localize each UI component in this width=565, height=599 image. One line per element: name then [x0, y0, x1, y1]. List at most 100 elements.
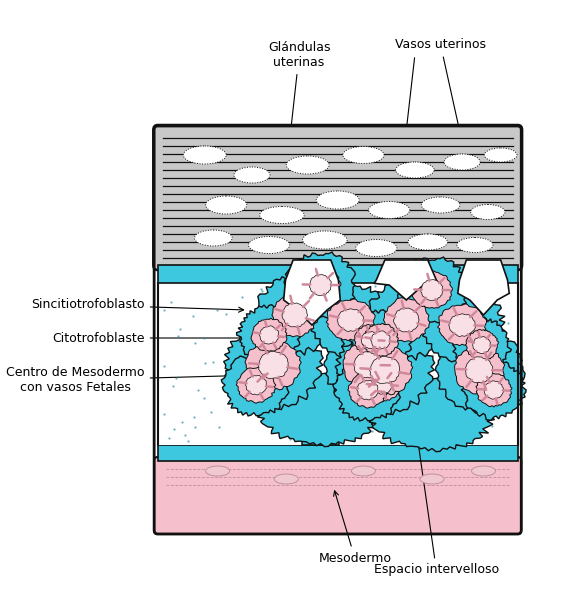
Ellipse shape [368, 201, 410, 219]
Ellipse shape [396, 162, 434, 178]
Polygon shape [348, 372, 388, 408]
Polygon shape [324, 324, 414, 408]
Polygon shape [284, 252, 355, 319]
Ellipse shape [316, 191, 359, 209]
Polygon shape [341, 312, 400, 367]
Polygon shape [357, 345, 413, 395]
Bar [421, 403, 442, 437]
Polygon shape [449, 314, 476, 337]
Ellipse shape [260, 207, 304, 223]
Polygon shape [373, 376, 392, 394]
Polygon shape [421, 280, 444, 300]
FancyBboxPatch shape [154, 457, 521, 534]
Polygon shape [455, 346, 505, 394]
Polygon shape [361, 331, 380, 349]
Polygon shape [393, 308, 419, 332]
Polygon shape [326, 299, 375, 341]
Polygon shape [466, 329, 498, 361]
Bar [418, 399, 446, 441]
Polygon shape [436, 329, 525, 413]
Polygon shape [396, 257, 467, 324]
Polygon shape [245, 340, 301, 390]
Ellipse shape [444, 154, 480, 170]
Polygon shape [354, 325, 387, 356]
Bar [302, 390, 340, 445]
Polygon shape [350, 355, 415, 415]
Polygon shape [476, 373, 512, 407]
Polygon shape [438, 304, 486, 346]
Text: Citotrofoblaste: Citotrofoblaste [52, 331, 246, 344]
Ellipse shape [471, 204, 505, 219]
Polygon shape [458, 260, 509, 315]
Polygon shape [465, 357, 493, 383]
Ellipse shape [343, 147, 384, 164]
Polygon shape [367, 281, 446, 360]
Ellipse shape [206, 466, 229, 476]
Text: Vasos uterinos: Vasos uterinos [395, 38, 486, 196]
Polygon shape [363, 323, 398, 356]
Polygon shape [224, 320, 323, 410]
Polygon shape [251, 318, 287, 352]
Polygon shape [369, 378, 494, 452]
Polygon shape [412, 271, 453, 308]
Ellipse shape [421, 197, 460, 213]
Ellipse shape [274, 474, 298, 484]
Text: Espacio intervelloso: Espacio intervelloso [374, 424, 499, 576]
Polygon shape [337, 308, 364, 332]
Polygon shape [333, 358, 402, 421]
Ellipse shape [457, 237, 493, 253]
Text: Sincitiotrofoblasto: Sincitiotrofoblasto [31, 298, 244, 312]
Bar [413, 395, 451, 445]
Polygon shape [282, 302, 307, 327]
Bar [158, 283, 518, 445]
Polygon shape [245, 376, 267, 395]
Polygon shape [453, 317, 511, 372]
Ellipse shape [194, 230, 232, 246]
Polygon shape [354, 352, 381, 378]
Polygon shape [237, 305, 301, 364]
Text: Mesodermo: Mesodermo [318, 491, 392, 564]
Polygon shape [374, 260, 438, 300]
Ellipse shape [420, 474, 444, 484]
Ellipse shape [356, 240, 397, 256]
Polygon shape [236, 367, 276, 403]
Polygon shape [371, 331, 390, 349]
Polygon shape [357, 380, 378, 400]
Ellipse shape [302, 231, 347, 249]
Polygon shape [370, 356, 400, 383]
Ellipse shape [234, 167, 270, 183]
Ellipse shape [183, 146, 226, 164]
Polygon shape [307, 284, 393, 357]
Ellipse shape [249, 237, 290, 253]
Polygon shape [255, 276, 334, 355]
Text: Glándulas
uterinas: Glándulas uterinas [268, 41, 331, 206]
Polygon shape [484, 381, 503, 400]
Polygon shape [258, 373, 383, 447]
Polygon shape [384, 297, 430, 342]
Polygon shape [221, 353, 290, 416]
Ellipse shape [286, 156, 329, 174]
Polygon shape [461, 360, 526, 420]
Polygon shape [348, 310, 412, 369]
Ellipse shape [206, 196, 247, 214]
Bar [158, 265, 518, 283]
Ellipse shape [472, 466, 496, 476]
Polygon shape [300, 265, 341, 303]
Polygon shape [335, 325, 434, 415]
Bar [158, 445, 518, 461]
Polygon shape [418, 289, 505, 362]
Polygon shape [309, 274, 332, 295]
Bar [310, 398, 331, 437]
Ellipse shape [408, 234, 447, 250]
Text: Centro de Mesodermo
con vasos Fetales: Centro de Mesodermo con vasos Fetales [6, 366, 257, 394]
Polygon shape [284, 260, 340, 325]
Polygon shape [364, 368, 401, 402]
Bar [307, 394, 334, 441]
FancyBboxPatch shape [153, 125, 522, 270]
Polygon shape [343, 341, 393, 389]
Ellipse shape [351, 466, 375, 476]
Ellipse shape [484, 148, 517, 162]
Polygon shape [473, 337, 491, 353]
Polygon shape [259, 326, 279, 344]
Polygon shape [258, 351, 289, 379]
